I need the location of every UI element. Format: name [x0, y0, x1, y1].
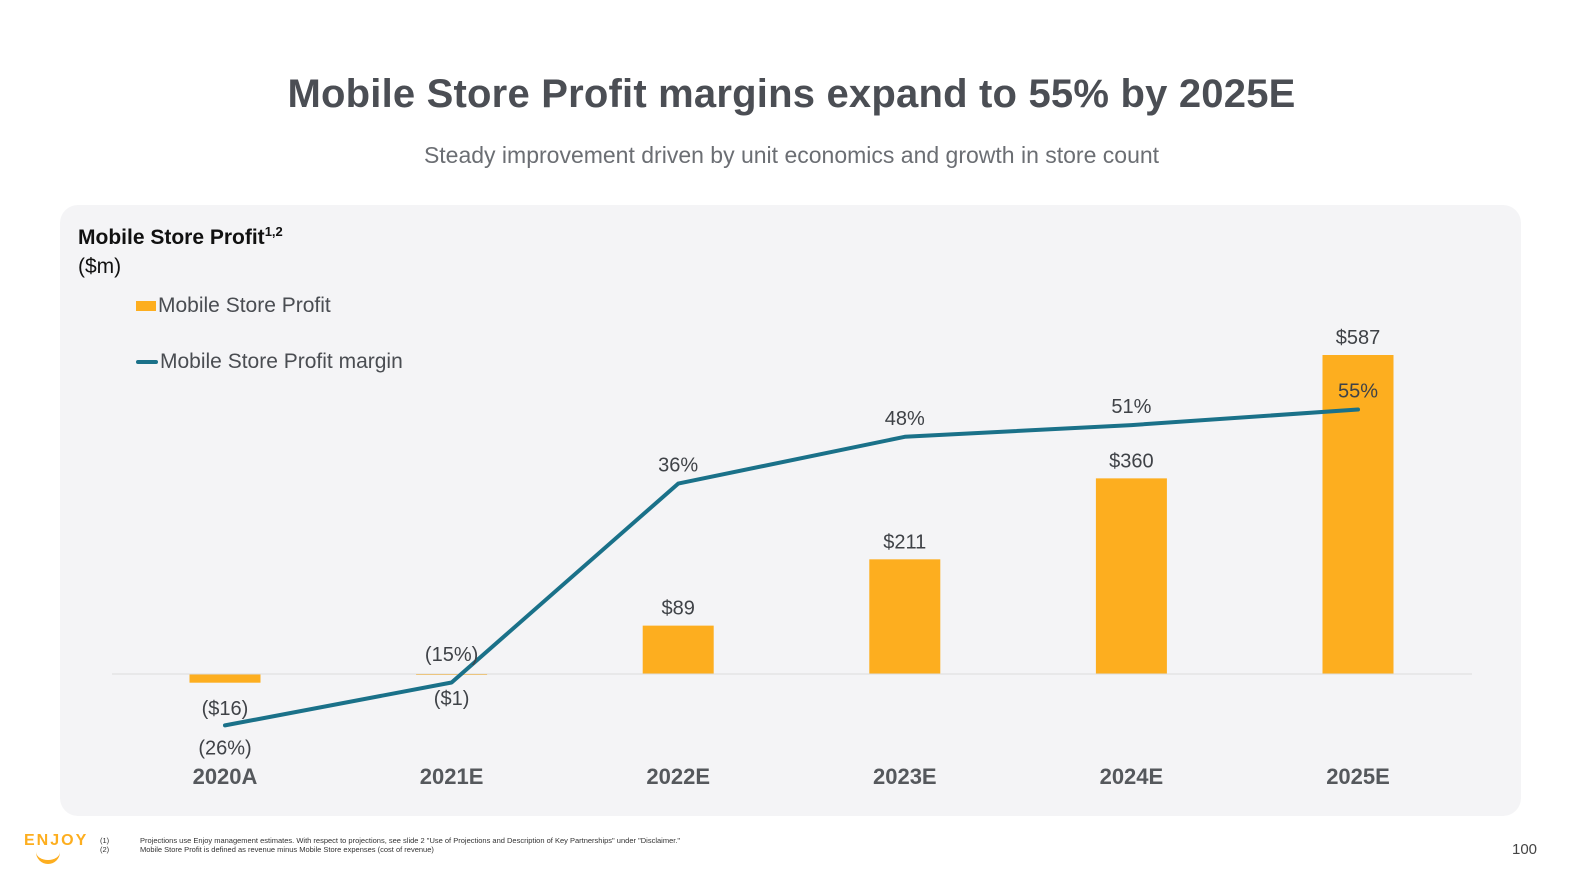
footnote-number: (2): [100, 845, 110, 854]
enjoy-logo: ENJOY: [24, 832, 89, 849]
bar-2022E: [642, 625, 714, 674]
margin-value-label: (26%): [198, 737, 251, 759]
margin-line: [223, 407, 1360, 728]
margin-value-label: 36%: [658, 455, 698, 477]
chart-title-superscript: 1,2: [264, 224, 283, 239]
x-axis-label: 2021E: [420, 764, 484, 789]
legend-bar-swatch: [136, 301, 156, 311]
slide-subtitle: Steady improvement driven by unit econom…: [423, 142, 1160, 168]
bar-value-label: $89: [662, 598, 695, 620]
legend-line-swatch: [136, 360, 158, 364]
bar-2020A: [189, 674, 261, 683]
labels-layer: ($16) ($1) $89 $211 $360 $587 (26%) (15%) 36% 48%…: [193, 327, 1390, 789]
footnote-1: (1) Projections use Enjoy management est…: [100, 836, 680, 845]
x-axis-label: 2022E: [646, 764, 710, 789]
chart-panel: [60, 205, 1521, 816]
margin-value-label: 55%: [1338, 381, 1378, 403]
x-axis-label: 2020A: [193, 764, 258, 789]
legend-label-margin: Mobile Store Profit margin: [160, 350, 403, 373]
bar-value-label: $360: [1109, 450, 1154, 472]
bar-value-label: ($1): [434, 688, 470, 710]
footnote-text: Projections use Enjoy management estimat…: [140, 836, 681, 845]
bar-value-label: ($16): [202, 698, 249, 720]
bar-2023E: [869, 559, 941, 674]
bar-2025E: [1322, 355, 1394, 674]
legend-item-profit: Mobile Store Profit: [136, 294, 331, 318]
x-axis-label: 2025E: [1326, 764, 1390, 789]
bar-2024E: [1095, 478, 1167, 674]
enjoy-logo-smile-icon: [36, 850, 60, 864]
bar-value-label: $211: [883, 531, 926, 553]
chart-title-text: Mobile Store Profit: [78, 226, 265, 249]
footnote-number: (1): [100, 836, 110, 845]
chart-units: ($m): [78, 255, 122, 278]
line-layer: [223, 407, 1360, 728]
margin-value-label: 51%: [1111, 396, 1151, 418]
page-number: 100: [1512, 841, 1538, 858]
bars-layer: [189, 355, 1394, 683]
footnote-text: Mobile Store Profit is defined as revenu…: [140, 845, 434, 854]
slide-title: Mobile Store Profit margins expand to 55…: [287, 72, 1296, 116]
footnote-2: (2) Mobile Store Profit is defined as re…: [100, 845, 680, 854]
legend-label-profit: Mobile Store Profit: [158, 294, 331, 317]
bar-value-label: $587: [1336, 327, 1381, 349]
legend-item-margin: Mobile Store Profit margin: [136, 350, 403, 374]
x-axis-label: 2023E: [873, 764, 937, 789]
x-axis-label: 2024E: [1100, 764, 1164, 789]
chart-title: Mobile Store Profit1,2: [78, 224, 283, 250]
margin-value-label: (15%): [425, 644, 478, 666]
margin-value-label: 48%: [885, 408, 925, 430]
footnotes: (1) Projections use Enjoy management est…: [100, 836, 680, 854]
